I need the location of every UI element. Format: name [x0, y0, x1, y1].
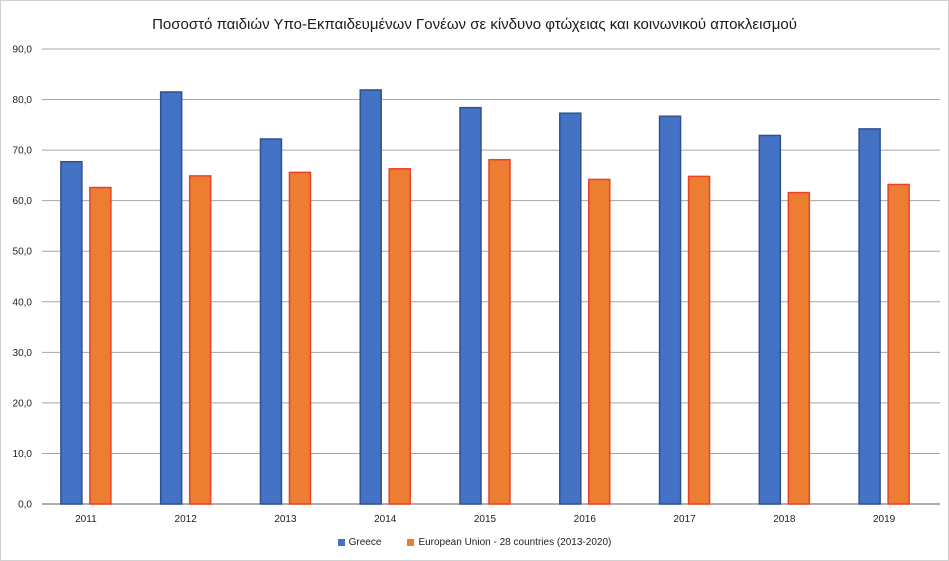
- y-tick-label: 40,0: [13, 297, 33, 308]
- bar-greece-2018: [758, 134, 782, 505]
- bar-greece-2016: [559, 112, 582, 505]
- x-tick-label: 2014: [374, 514, 397, 525]
- bar-greece-2015: [459, 106, 482, 505]
- legend-item: Greece: [337, 537, 382, 548]
- bar-eu28-2013: [288, 171, 312, 505]
- x-tick-label: 2012: [175, 514, 198, 525]
- x-tick-label: 2015: [474, 514, 497, 525]
- legend-swatch: [337, 539, 345, 546]
- y-tick-label: 90,0: [13, 45, 33, 56]
- bar-eu28-2012: [188, 175, 212, 505]
- y-tick-label: 50,0: [13, 247, 33, 258]
- legend-label: Greece: [348, 537, 382, 548]
- bar-greece-2014: [359, 89, 382, 505]
- bar-greece-2012: [159, 91, 183, 505]
- x-tick-label: 2019: [873, 514, 896, 525]
- y-tick-label: 70,0: [13, 146, 33, 157]
- bar-eu28-2019: [887, 183, 910, 505]
- x-tick-label: 2013: [274, 514, 297, 525]
- bar-eu28-2015: [488, 158, 511, 505]
- y-tick-label: 10,0: [13, 449, 33, 460]
- x-tick-label: 2011: [75, 514, 97, 525]
- legend-label: European Union - 28 countries (2013-2020…: [418, 537, 612, 548]
- bar-greece-2013: [259, 138, 283, 505]
- y-tick-label: 30,0: [13, 348, 33, 359]
- x-tick-label: 2016: [574, 514, 597, 525]
- chart-title: Ποσοστό παιδιών Υπο-Εκπαιδευμένων Γονέων…: [152, 16, 797, 33]
- bar-eu28-2014: [388, 168, 411, 505]
- y-tick-label: 80,0: [13, 95, 33, 106]
- bar-greece-2017: [658, 115, 682, 505]
- y-tick-label: 0,0: [18, 500, 32, 511]
- x-tick-label: 2018: [773, 514, 796, 525]
- x-tick-label: 2017: [673, 514, 696, 525]
- legend-swatch: [407, 539, 415, 546]
- bar-eu28-2016: [588, 178, 611, 505]
- bar-eu28-2018: [787, 191, 811, 505]
- bar-eu28-2017: [687, 175, 711, 505]
- bar-eu28-2011: [89, 186, 112, 505]
- bar-greece-2019: [858, 128, 881, 505]
- legend-item: European Union - 28 countries (2013-2020…: [407, 537, 611, 548]
- y-tick-label: 60,0: [13, 196, 33, 207]
- bar-greece-2011: [60, 160, 83, 505]
- legend: Greece European Union - 28 countries (201…: [0, 537, 949, 548]
- y-tick-label: 20,0: [13, 398, 33, 409]
